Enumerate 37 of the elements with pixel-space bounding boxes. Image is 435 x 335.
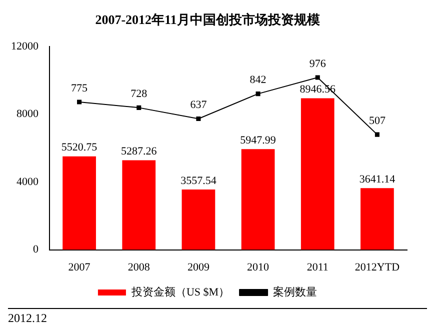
legend-label: 案例数量 xyxy=(273,285,318,298)
point xyxy=(77,100,82,104)
data-label: 5520.75 xyxy=(61,142,98,154)
point xyxy=(196,116,201,122)
x-tick-label: 2008 xyxy=(128,261,150,274)
data-label: 775 xyxy=(71,82,88,94)
data-label: 728 xyxy=(130,88,148,100)
text: 2012.12 xyxy=(8,311,47,325)
x-tick-label: 2007 xyxy=(68,261,91,274)
y-tick-label: 4000 xyxy=(16,176,39,188)
point xyxy=(256,92,260,96)
bar xyxy=(300,98,334,250)
data-label: 5287.26 xyxy=(121,146,158,158)
bar xyxy=(241,149,275,250)
data-label: 3557.54 xyxy=(180,174,217,187)
x-tick-label: 2011 xyxy=(306,261,328,274)
legend-label: 投资金额（US $M） xyxy=(130,285,230,298)
x-tick-label: 2009 xyxy=(187,261,210,274)
x-tick-label: 2012YTD xyxy=(354,261,400,274)
bar xyxy=(182,190,216,250)
y-tick-label: 8000 xyxy=(16,108,39,120)
bar xyxy=(62,156,96,250)
y-tick-label: 0 xyxy=(33,244,39,256)
bar xyxy=(360,188,394,250)
point xyxy=(315,75,320,80)
y-tick-label: 12000 xyxy=(11,40,39,52)
x-tick-label: 2010 xyxy=(247,261,270,274)
data-label: 976 xyxy=(309,58,326,70)
bar xyxy=(122,160,156,250)
data-label: 3641.14 xyxy=(359,174,396,186)
data-label: 842 xyxy=(250,74,266,86)
data-label: 507 xyxy=(368,114,386,127)
chart-title: 2007-2012年11月中国创投市场投资规模 xyxy=(95,12,320,28)
data-label: 637 xyxy=(190,99,208,112)
point xyxy=(136,105,142,110)
point xyxy=(374,132,380,137)
data-label: 5947.99 xyxy=(240,134,276,146)
